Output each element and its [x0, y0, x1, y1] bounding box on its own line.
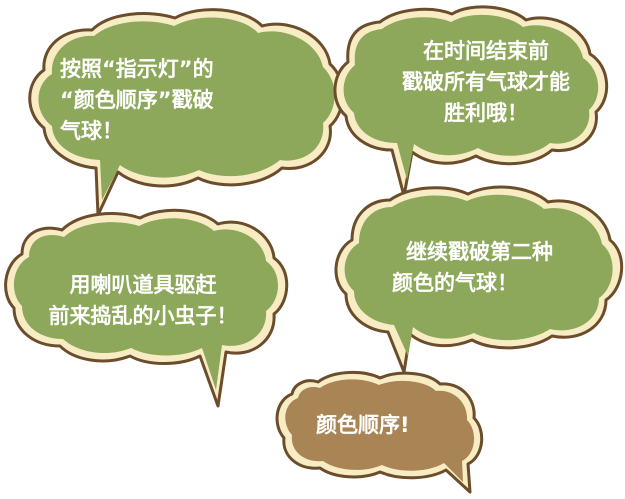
bubble-4-shape	[334, 185, 624, 374]
bubble-3-line-2: 前来捣乱的小虫子！	[48, 304, 238, 328]
bubble-2-shape	[333, 5, 609, 198]
bubble-3-text: 用喇叭道具驱赶 前来捣乱的小虫子！	[38, 270, 248, 332]
bubble-1-line-2: “颜色顺序”戳破	[60, 88, 214, 112]
bubble-2-line-3: 胜利哦！	[444, 101, 528, 125]
bubble-2-line-1: 在时间结束前	[423, 39, 549, 63]
bubble-1-shape	[28, 8, 345, 217]
bubble-5-shape	[275, 370, 484, 494]
bubble-2-text: 在时间结束前 戳破所有气球才能 胜利哦！	[386, 36, 586, 129]
bubble-1-line-3: 气球！	[60, 119, 123, 143]
bubble-5-text: 颜色顺序!	[316, 410, 410, 441]
bubble-1-text: 按照“指示灯”的 “颜色顺序”戳破 气球！	[60, 54, 214, 147]
bubble-4-line-2: 颜色的气球！	[392, 271, 518, 295]
bubble-5-line-1: 颜色顺序!	[316, 413, 410, 437]
bubble-4-line-1: 继续戳破第二种	[406, 240, 553, 264]
bubble-1-line-1: 按照“指示灯”的	[60, 57, 214, 81]
bubble-3-shape	[4, 208, 289, 408]
bubble-3-line-1: 用喇叭道具驱赶	[69, 273, 217, 297]
bubble-2-line-2: 戳破所有气球才能	[402, 70, 570, 94]
bubble-4-text: 继续戳破第二种 颜色的气球！	[392, 237, 553, 299]
